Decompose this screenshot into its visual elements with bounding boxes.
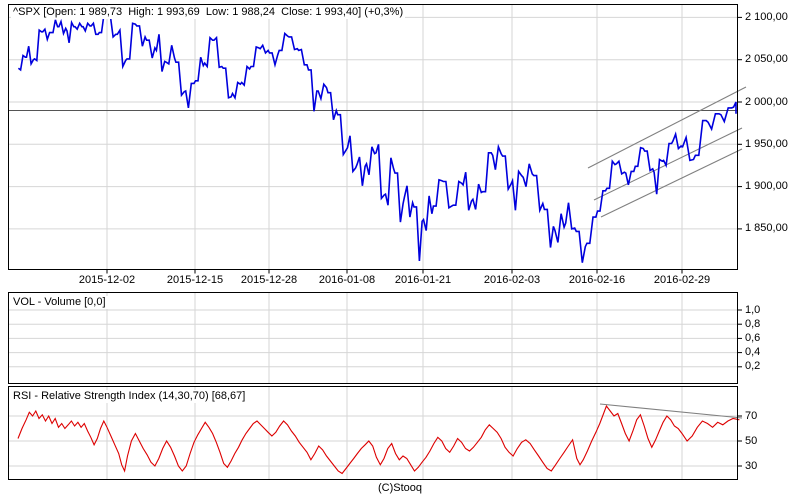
series-layer <box>17 12 740 475</box>
channel-middle <box>593 127 743 201</box>
channel-upper <box>587 86 747 169</box>
gridlines-layer <box>8 4 738 480</box>
frame-layer <box>8 4 742 480</box>
price-panel-border <box>8 4 738 270</box>
rsi-series <box>17 404 740 475</box>
rsi-trendline <box>599 403 743 419</box>
rsi-panel-border <box>8 386 738 480</box>
channel-lower <box>600 148 743 218</box>
trendlines-layer <box>8 86 747 419</box>
volume-panel-border <box>8 292 738 384</box>
price-series <box>17 12 737 263</box>
